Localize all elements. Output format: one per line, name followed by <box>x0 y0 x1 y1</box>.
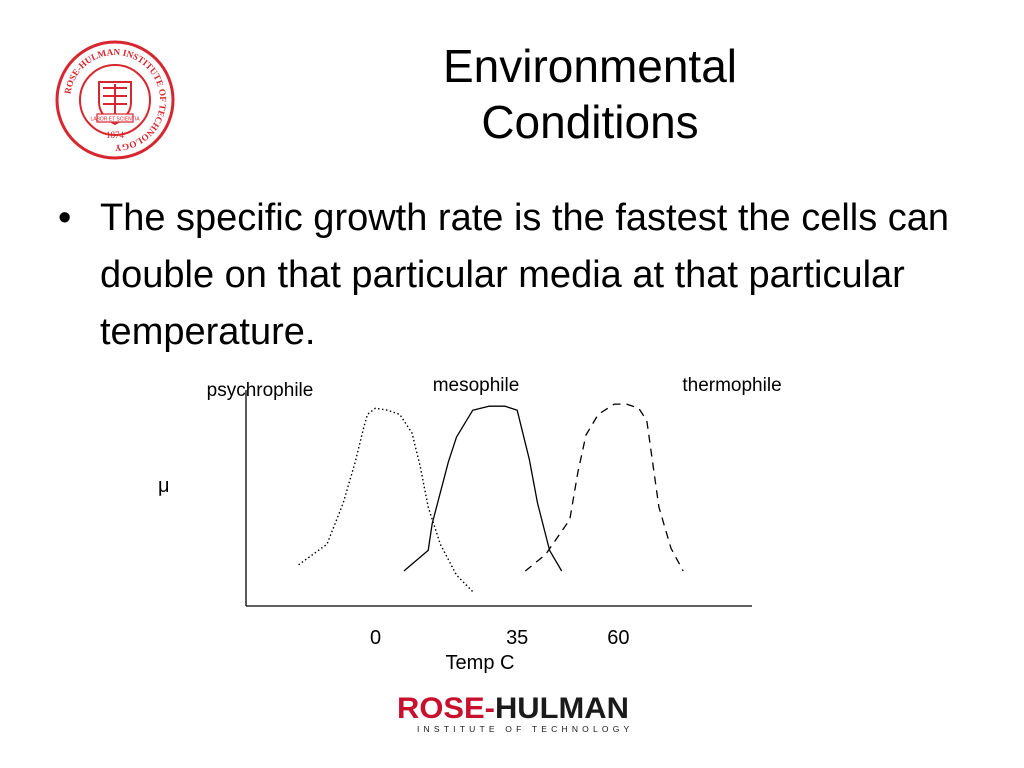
bullet-symbol: • <box>58 197 72 239</box>
logo-tagline: INSTITUTE OF TECHNOLOGY <box>417 724 633 734</box>
series-line-mesophile <box>403 405 563 572</box>
series-label-thermophile: thermophile <box>682 375 781 396</box>
series-line-thermophile <box>524 403 684 572</box>
y-axis-label: μ <box>158 475 170 497</box>
title-line-1: Environmental <box>442 40 738 92</box>
x-tick-label: 35 <box>506 627 528 649</box>
x-tick-label: 0 <box>370 627 381 649</box>
series-label-mesophile: mesophile <box>433 375 520 396</box>
x-axis-label: Temp C <box>446 652 515 674</box>
seal-motto: LABOR ET SCIENTIA <box>90 117 140 123</box>
bullet-text: The specific growth rate is the fastest … <box>100 197 950 353</box>
title-line-2: Conditions <box>481 96 699 148</box>
seal-year: 1874 <box>106 130 125 140</box>
rose-hulman-seal-icon: ROSE-HULMAN INSTITUTE OF TECHNOLOGY LABO… <box>55 40 175 160</box>
logo-wordmark: ROSE-HULMAN <box>397 692 629 725</box>
slide-title: Environmental Conditions <box>330 38 850 150</box>
rose-hulman-logo: ROSE-HULMAN INSTITUTE OF TECHNOLOGY <box>397 692 633 734</box>
series-label-psychrophile: psychrophile <box>207 380 314 401</box>
x-tick-label: 60 <box>607 627 629 649</box>
series-line-psychrophile <box>298 407 474 593</box>
